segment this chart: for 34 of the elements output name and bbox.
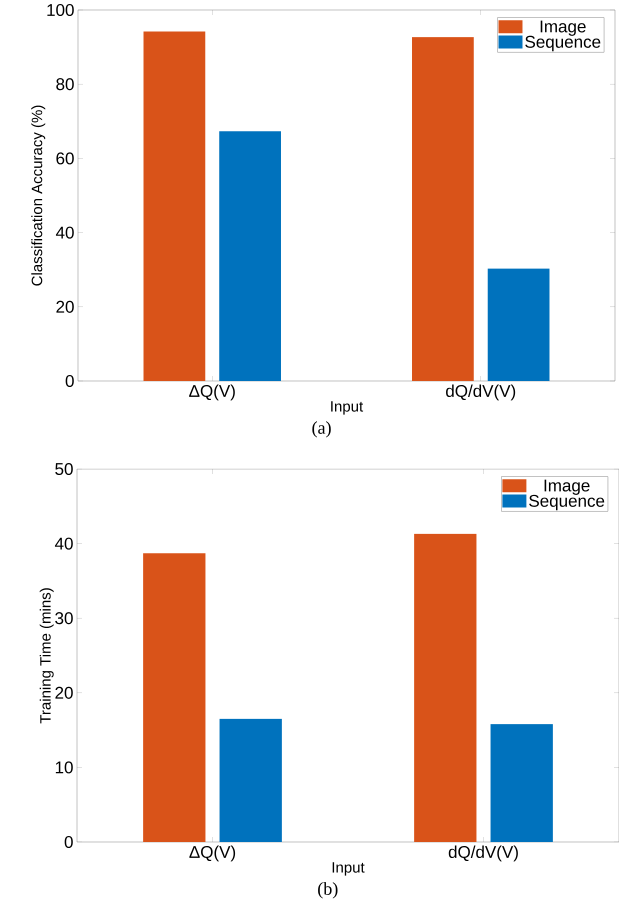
legend-label: Sequence xyxy=(525,36,600,52)
y-axis-title: Training Time (mins) xyxy=(40,588,54,724)
text: (a) xyxy=(312,421,331,438)
bar xyxy=(490,724,553,842)
y-tick-label: 60 xyxy=(56,152,74,164)
bar xyxy=(219,718,282,842)
bar xyxy=(412,37,474,381)
y-tick-label: 80 xyxy=(56,78,74,90)
legend-label: Image xyxy=(544,480,590,495)
x-axis-title: Input xyxy=(332,862,364,876)
bar xyxy=(488,268,550,381)
y-tick-label: 30 xyxy=(55,612,73,624)
bar xyxy=(143,553,206,842)
y-tick-label: 40 xyxy=(54,538,73,550)
legend-label: Sequence xyxy=(529,494,604,510)
bar xyxy=(143,32,206,381)
bar xyxy=(219,131,281,381)
x-tick-label: dQ/dV(V) xyxy=(446,384,516,400)
y-tick-label: 0 xyxy=(64,836,73,848)
y-axis-title: Classification Accuracy (%) xyxy=(31,106,46,286)
x-axis-title: Input xyxy=(331,401,363,415)
y-tick-label: 0 xyxy=(66,374,74,388)
y-tick-label: 20 xyxy=(56,300,74,313)
x-tick-label: ΔQ(V) xyxy=(189,384,235,400)
y-tick-label: 40 xyxy=(56,226,74,239)
legend-label: Image xyxy=(540,20,586,36)
y-tick-label: 10 xyxy=(56,761,73,774)
x-tick-label: ΔQ(V) xyxy=(189,846,235,862)
text: (b) xyxy=(318,882,338,899)
y-tick-label: 100 xyxy=(47,4,74,16)
y-tick-label: 20 xyxy=(55,686,73,699)
bar xyxy=(414,534,476,842)
y-tick-label: 50 xyxy=(55,462,73,476)
x-tick-label: dQ/dV(V) xyxy=(448,846,518,862)
